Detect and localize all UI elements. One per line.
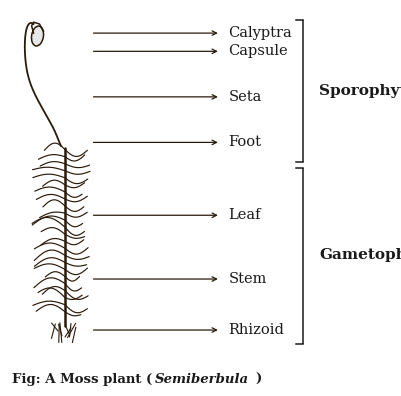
Text: Seta: Seta	[228, 90, 261, 104]
Text: Calyptra: Calyptra	[228, 26, 292, 40]
Text: Leaf: Leaf	[228, 208, 260, 222]
Text: Rhizoid: Rhizoid	[228, 323, 284, 337]
Text: Foot: Foot	[228, 135, 261, 149]
Text: Capsule: Capsule	[228, 44, 288, 58]
Text: Stem: Stem	[228, 272, 266, 286]
Text: Gametophyte: Gametophyte	[318, 248, 401, 262]
Text: Semiberbula: Semiberbula	[154, 373, 248, 386]
Text: Sporophyte: Sporophyte	[318, 84, 401, 98]
Text: ): )	[255, 373, 261, 386]
Text: Fig: A Moss plant (: Fig: A Moss plant (	[12, 373, 152, 386]
Ellipse shape	[31, 26, 43, 46]
